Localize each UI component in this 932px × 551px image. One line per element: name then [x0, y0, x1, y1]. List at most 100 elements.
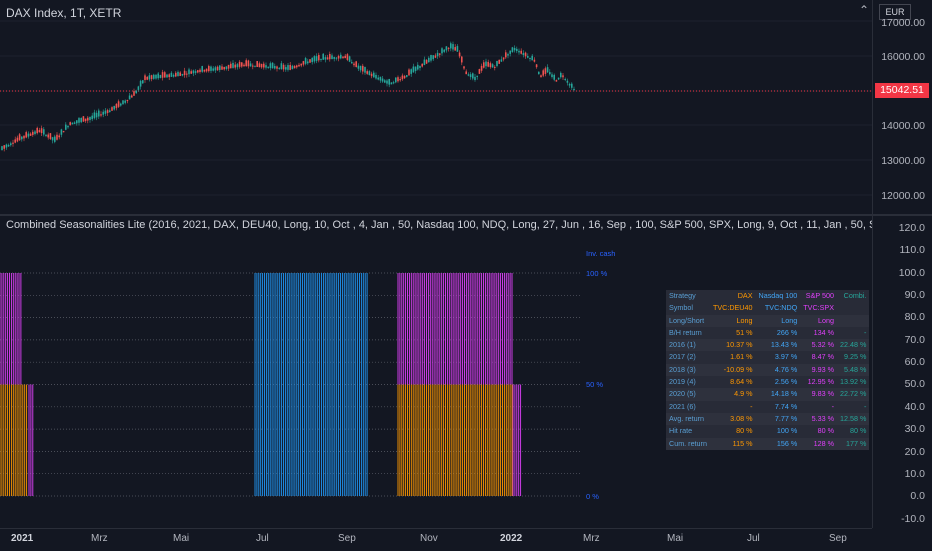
- candle-body: [293, 65, 296, 69]
- candle-body: [549, 72, 551, 75]
- indicator-axis-tick: 60.0: [904, 356, 925, 369]
- candle-body: [230, 63, 232, 69]
- candle-body: [408, 69, 410, 76]
- stats-row-label: Strategy: [669, 291, 696, 300]
- candle-body: [43, 129, 45, 135]
- time-label: Jul: [747, 533, 760, 544]
- candle-body: [247, 60, 250, 67]
- stats-cell: -: [831, 401, 835, 411]
- stats-cell: Long: [818, 315, 835, 325]
- stats-header-row: Strategy DAX Nasdaq 100 S&P 500 Combi.: [666, 290, 869, 302]
- candle-body: [282, 64, 285, 70]
- candle-body: [219, 65, 221, 71]
- candle-body: [346, 54, 349, 60]
- candle-body: [450, 43, 452, 49]
- currency-badge[interactable]: EUR: [879, 4, 911, 20]
- candle-body: [507, 54, 509, 56]
- candle-body: [474, 76, 476, 80]
- candle-body: [318, 54, 320, 61]
- stats-row: 2016 (1) 10.37 % 13.43 % 5.32 % 22.48 %: [666, 339, 869, 351]
- stats-row: 2020 (5) 4.9 % 14.18 % 9.83 % 22.72 %: [666, 388, 869, 400]
- candle-body: [478, 69, 481, 74]
- candle-body: [133, 91, 135, 96]
- time-label: 2021: [11, 533, 34, 544]
- time-label: Mrz: [91, 533, 108, 544]
- time-label: Mai: [667, 533, 684, 544]
- candle-body: [546, 67, 549, 73]
- candle-body: [201, 66, 203, 72]
- candle-body: [45, 134, 47, 136]
- candle-body: [265, 65, 267, 68]
- candle-body: [183, 70, 186, 76]
- candle-body: [412, 66, 415, 73]
- stats-cell: 13.43 %: [770, 340, 798, 350]
- candle-body: [384, 80, 386, 83]
- candle-body: [557, 77, 560, 80]
- price-axis[interactable]: EUR 17000.00 16000.00 14000.00 13000.00 …: [872, 0, 932, 528]
- indicator-axis-tick: 70.0: [904, 333, 925, 346]
- candle-body: [428, 57, 430, 63]
- candle-body: [104, 110, 107, 114]
- stats-cell: -10.09 %: [723, 364, 753, 374]
- candle-body: [463, 66, 465, 69]
- candle-body: [320, 58, 322, 60]
- time-axis[interactable]: [0, 528, 872, 551]
- candle-body: [18, 134, 21, 141]
- candle-body: [168, 74, 170, 78]
- stats-row: 2018 (3) -10.09 % 4.76 % 9.93 % 5.48 %: [666, 364, 869, 376]
- candle-body: [34, 131, 36, 134]
- stats-cell: 177 %: [846, 438, 867, 448]
- indicator-title[interactable]: Combined Seasonalities Lite (2016, 2021,…: [6, 219, 872, 231]
- stats-row-label: Cum. return: [669, 438, 707, 448]
- stats-cell: -: [864, 327, 867, 337]
- candle-body: [36, 127, 38, 134]
- candle-body: [296, 65, 298, 68]
- candle-body: [487, 61, 489, 67]
- collapse-chevron-icon[interactable]: ⌃: [859, 3, 870, 17]
- symbol-title[interactable]: DAX Index, 1T, XETR: [6, 6, 122, 20]
- candle-body: [91, 115, 93, 120]
- candle-body: [210, 66, 212, 71]
- candle-body: [98, 110, 100, 117]
- candle-body: [414, 66, 417, 71]
- indicator-chart[interactable]: [0, 216, 872, 526]
- stats-cell: 14.18 %: [770, 389, 798, 399]
- candle-body: [155, 74, 157, 79]
- candle-body: [311, 57, 313, 63]
- candle-body: [439, 53, 441, 55]
- candle-body: [302, 61, 305, 65]
- price-chart[interactable]: [0, 0, 872, 214]
- candle-body: [304, 58, 307, 64]
- candle-body: [425, 59, 428, 64]
- stats-cell: 266 %: [776, 327, 798, 337]
- indicator-pane[interactable]: [0, 216, 872, 526]
- candle-body: [122, 100, 124, 105]
- candle-body: [192, 70, 195, 74]
- candle-body: [113, 105, 115, 110]
- price-chart-pane[interactable]: [0, 0, 872, 214]
- candle-body: [551, 74, 553, 77]
- candle-body: [212, 68, 214, 71]
- candle-body: [397, 77, 399, 82]
- stats-cell: 8.64 %: [730, 377, 753, 387]
- pct100-label: 100 %: [586, 269, 608, 278]
- stats-cell: 12.58 %: [840, 413, 867, 423]
- stats-cell: 9.93 %: [811, 364, 835, 374]
- price-tick: 13000.00: [881, 155, 925, 167]
- time-label: Sep: [338, 533, 356, 544]
- candle-body: [386, 80, 388, 84]
- candle-body: [205, 68, 208, 72]
- candle-body: [159, 75, 162, 78]
- pane-separator[interactable]: [0, 214, 932, 216]
- candle-body: [476, 75, 478, 77]
- indicator-axis-tick: 40.0: [904, 400, 925, 413]
- candle-body: [452, 44, 454, 50]
- candle-body: [23, 135, 25, 139]
- candle-body: [560, 72, 562, 78]
- candle-body: [445, 46, 448, 51]
- candle-body: [454, 47, 456, 51]
- candle-body: [544, 68, 547, 74]
- candle-body: [78, 118, 80, 123]
- candle-body: [102, 111, 104, 115]
- stats-row: Cum. return 115 % 156 % 128 % 177 %: [666, 438, 869, 450]
